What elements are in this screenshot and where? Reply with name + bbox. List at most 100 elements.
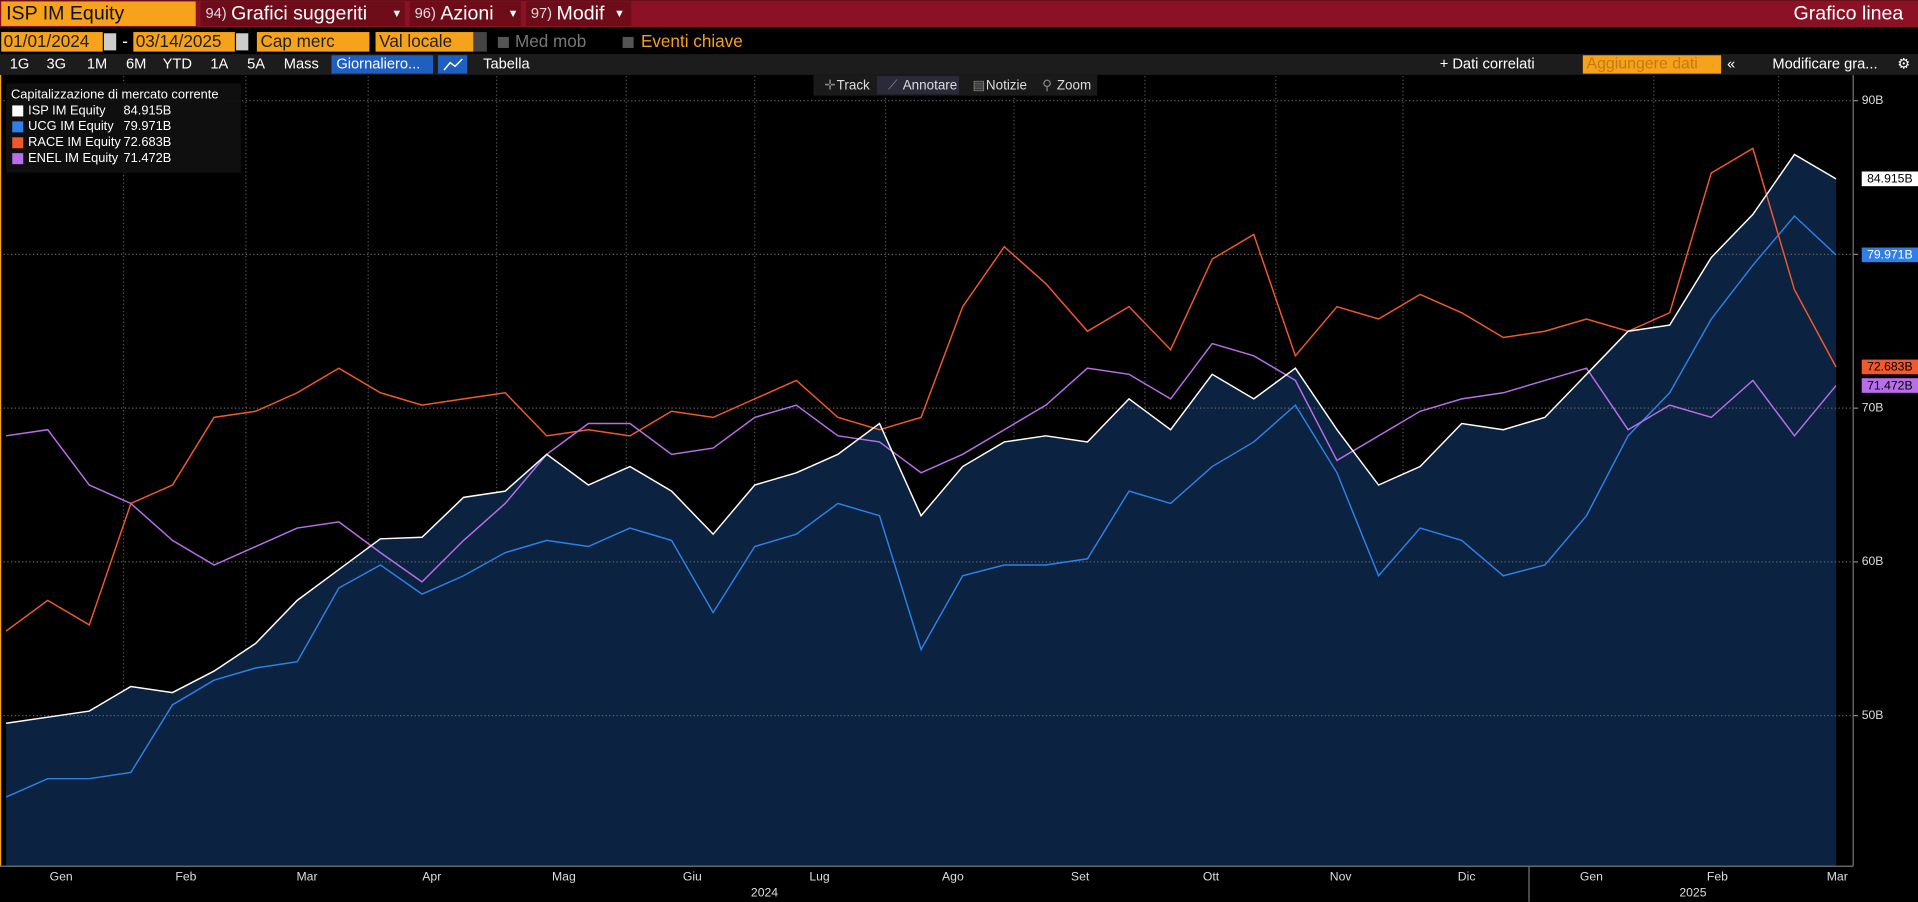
currency[interactable]: Val locale [379, 32, 452, 51]
menu[interactable]: 94) Grafici suggeriti ▼ [200, 1, 405, 26]
ticker-box[interactable] [1, 1, 196, 26]
collapse[interactable]: « [1727, 56, 1735, 72]
y-tick-label: 60B [1862, 554, 1884, 568]
calendar-icon[interactable] [236, 33, 249, 51]
tool-button[interactable]: Zoom [1057, 77, 1091, 92]
last-value-label: 79.971B [1867, 248, 1913, 262]
tool-icon[interactable]: ✛ [824, 77, 835, 92]
table-button[interactable]: Tabella [483, 56, 530, 72]
end-date[interactable]: 03/14/2025 [136, 32, 222, 51]
x-tick-label: Nov [1330, 870, 1353, 884]
period-button[interactable]: 5A [247, 56, 265, 72]
field-input[interactable] [256, 32, 370, 52]
x-tick-label: Gen [1580, 870, 1603, 884]
line-series [6, 153, 1837, 725]
legend-title: Capitalizzazione di mercato corrente [11, 86, 219, 101]
year-label: 2025 [1679, 885, 1706, 899]
legend-name: RACE IM Equity [28, 134, 121, 149]
period-bar [0, 54, 1918, 75]
x-tick-label: Ago [942, 870, 964, 884]
tool-icon[interactable]: ▤ [972, 77, 985, 92]
date-input[interactable] [133, 32, 235, 52]
date-separator: - [122, 32, 128, 51]
x-tick-label: Mar [297, 870, 318, 884]
menu-number: 96) [415, 6, 436, 22]
menu-bg [525, 1, 632, 26]
legend-swatch [12, 153, 24, 165]
x-tick-label: Apr [422, 870, 441, 884]
period-button[interactable]: Mass [284, 56, 319, 72]
menu[interactable]: 96) Azioni ▼ [409, 1, 522, 26]
ticker[interactable]: ISP IM Equity [6, 2, 124, 24]
menu-caret: ▼ [614, 8, 625, 20]
plot: 50B60B70B80B90BGenFebMarAprMagGiuLugAgoS… [0, 76, 1918, 902]
menu-bg [409, 1, 522, 26]
date-input[interactable] [1, 32, 103, 52]
menu-number: 97) [531, 6, 552, 22]
tool-group: ✛ Track ⟋ Annotare ▤ Notizie ⚲ Zoom [824, 77, 1091, 92]
menu-label[interactable]: Grafici suggeriti [231, 2, 367, 24]
line-series [5, 147, 1837, 632]
add-data[interactable]: Aggiungere dati [1587, 56, 1698, 73]
menu-bg [200, 1, 405, 26]
key-events[interactable]: Eventi chiave [641, 32, 743, 51]
period-button[interactable]: 1A [210, 56, 228, 72]
tool-button[interactable]: Track [837, 77, 870, 92]
last-value-badge [1861, 247, 1918, 263]
y-tick-label: 50B [1862, 708, 1884, 722]
x-tick-label: Mar [1827, 870, 1848, 884]
menu[interactable]: 97) Modif ▼ [525, 1, 632, 26]
menu-number: 94) [206, 6, 227, 22]
legend-value: 84.915B [124, 102, 172, 117]
period-button[interactable]: YTD [163, 56, 192, 72]
menu-caret: ▼ [508, 8, 519, 20]
edit-chart[interactable]: Modificare gra... [1772, 56, 1877, 72]
dropdown-button[interactable] [473, 32, 487, 52]
frequency[interactable]: Giornaliero... [336, 56, 420, 72]
menu-label[interactable]: Azioni [440, 2, 493, 24]
legend: ISP IM Equity 84.915B UCG IM Equity 79.971B… [12, 102, 171, 165]
start-date[interactable]: 01/01/2024 [4, 32, 90, 51]
tool-button[interactable]: Notizie [986, 77, 1027, 92]
x-tick-label: Lug [809, 870, 830, 884]
checkbox[interactable] [497, 36, 509, 48]
calendar-icon[interactable] [103, 33, 117, 51]
legend-value: 72.683B [124, 134, 172, 149]
field[interactable]: Cap merc [261, 32, 336, 51]
tool-icon[interactable]: ⚲ [1042, 77, 1052, 92]
period-button[interactable]: 6M [126, 56, 146, 72]
last-value-badge [1861, 378, 1918, 393]
tool-button[interactable]: Annotare [903, 77, 958, 92]
legend-swatch [12, 137, 24, 149]
period-button[interactable]: 3G [46, 56, 66, 72]
tool-active [877, 76, 959, 95]
add-data-input[interactable] [1582, 55, 1722, 74]
periods: 1G 3G 1M 6M YTD 1A 5A Mass [10, 56, 319, 72]
legend-value: 71.472B [124, 150, 172, 165]
checkbox[interactable] [622, 36, 634, 48]
chart-kind: Grafico linea [1793, 2, 1903, 24]
period-button[interactable]: 1G [10, 56, 30, 72]
settings[interactable]: ⚙ [1897, 56, 1910, 72]
x-tick-label: Dic [1458, 870, 1476, 884]
last-value-label: 71.472B [1867, 378, 1913, 392]
last-value-badge [1861, 359, 1918, 375]
period-button[interactable]: 1M [87, 56, 107, 72]
moving-average[interactable]: Med mob [515, 32, 586, 51]
frequency-button[interactable] [331, 55, 434, 74]
currency-input[interactable] [375, 32, 474, 52]
x-tick-label: Feb [175, 870, 196, 884]
related-data[interactable]: + Dati correlati [1440, 56, 1535, 72]
legend-bg [6, 83, 241, 173]
tool-icon[interactable]: ⟋ [888, 77, 898, 92]
menu-label[interactable]: Modif [557, 2, 605, 24]
legend-name: ENEL IM Equity [28, 150, 119, 165]
last-value-label: 72.683B [1867, 360, 1913, 374]
legend-value: 79.971B [124, 118, 172, 133]
line-series [6, 342, 1837, 583]
last-value-label: 84.915B [1867, 172, 1913, 186]
x-tick-label: Set [1071, 870, 1090, 884]
legend-name: ISP IM Equity [28, 102, 106, 117]
line-series [5, 214, 1837, 798]
